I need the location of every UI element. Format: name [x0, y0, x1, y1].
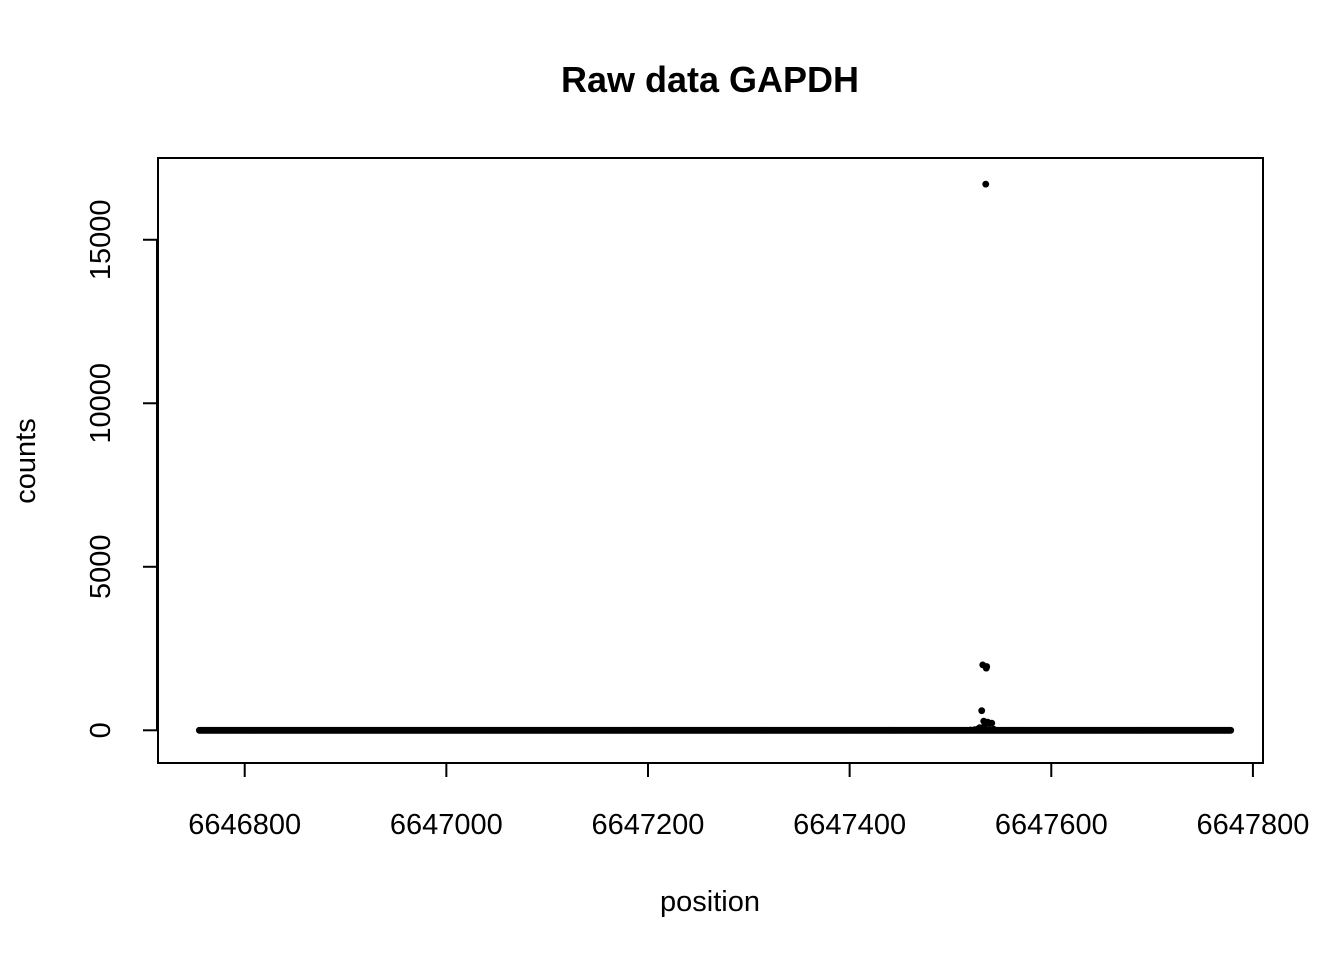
data-point: [990, 725, 998, 733]
data-point: [982, 180, 990, 188]
y-axis: 0 5000 10000 15000: [85, 199, 158, 738]
plot-frame: [157, 157, 1264, 764]
x-tick-label: 6647600: [995, 809, 1108, 841]
data-point: [988, 719, 996, 727]
data-point: [1227, 726, 1235, 734]
y-tick-label: 0: [85, 722, 117, 738]
y-axis-label: counts: [10, 418, 42, 503]
x-tick-label: 6647200: [592, 809, 705, 841]
x-tick-label: 6647400: [793, 809, 906, 841]
data-point: [983, 663, 991, 670]
y-tick-label: 15000: [85, 199, 117, 280]
chart-title: Raw data GAPDH: [561, 59, 859, 100]
x-tick-label: 6646800: [188, 809, 301, 841]
x-tick-label: 6647000: [390, 809, 503, 841]
data-points: [195, 180, 1235, 734]
x-axis: 6646800 6647000 6647200 6647400 6647600 66478…: [188, 762, 1309, 841]
x-axis-label: position: [660, 886, 760, 918]
x-tick-label: 6647800: [1196, 809, 1309, 841]
y-tick-label: 10000: [85, 363, 117, 444]
data-point: [978, 707, 986, 715]
y-tick-label: 5000: [85, 535, 117, 600]
